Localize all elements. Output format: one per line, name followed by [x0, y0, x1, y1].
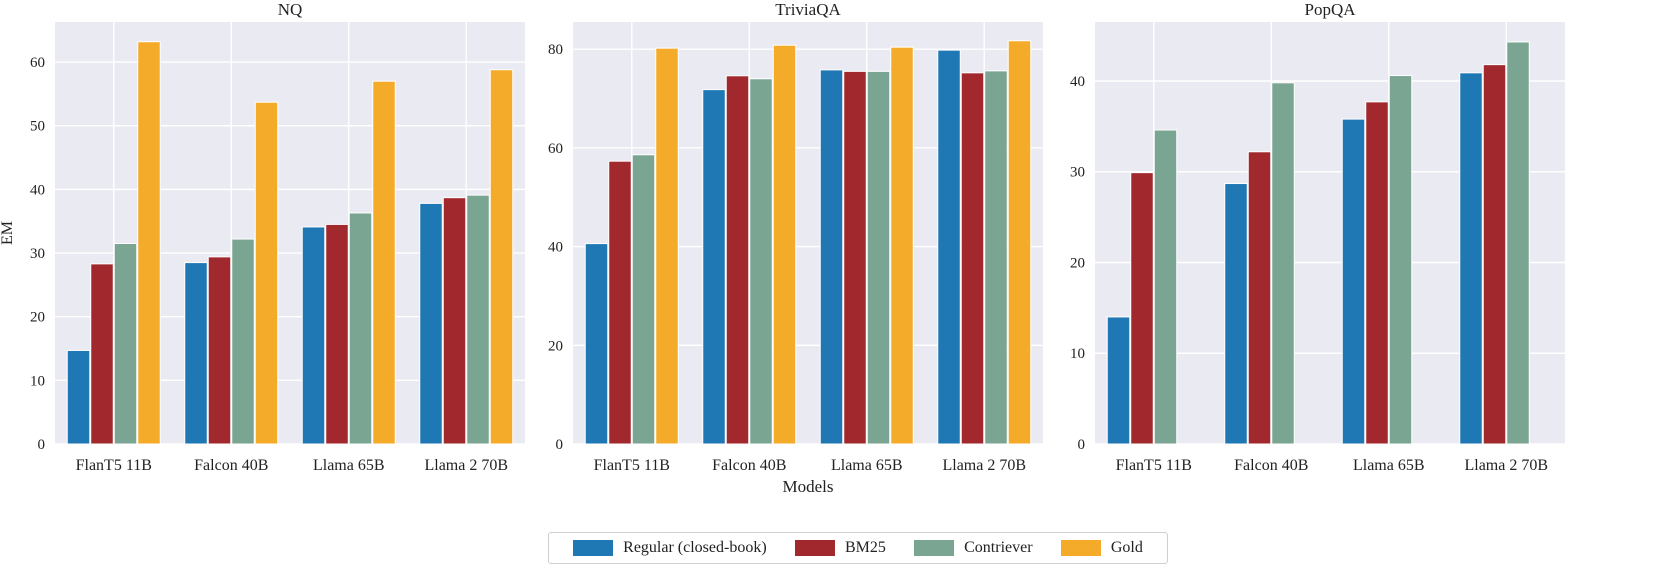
- triviaqa-ytick-label: 80: [548, 42, 563, 58]
- triviaqa-bar-gold-falcon-40b: [772, 44, 797, 445]
- nq-xtick-label: Llama 2 70B: [424, 457, 508, 474]
- triviaqa-ytick-label: 20: [548, 338, 563, 354]
- nq-title: NQ: [278, 0, 303, 19]
- nq-ytick-label: 0: [38, 437, 46, 453]
- popqa-bar-bm25-llama-65b: [1365, 101, 1389, 445]
- nq-bar-regular-closed-book-llama-65b: [301, 226, 326, 445]
- popqa-title: PopQA: [1304, 0, 1356, 19]
- nq-bar-bm25-llama-2-70b: [442, 197, 467, 445]
- popqa-ytick-label: 40: [1070, 74, 1085, 90]
- nq-bar-contriever-llama-65b: [348, 212, 373, 445]
- nq-bar-regular-closed-book-flant5-11b: [66, 349, 91, 445]
- triviaqa-bar-bm25-llama-65b: [843, 70, 867, 445]
- legend-swatch-gold: [1060, 540, 1101, 556]
- triviaqa-bar-regular-closed-book-llama-65b: [819, 69, 844, 445]
- triviaqa-bar-contriever-falcon-40b: [749, 78, 773, 445]
- popqa-xtick-label: Llama 65B: [1353, 457, 1425, 474]
- triviaqa-bar-regular-closed-book-falcon-40b: [702, 89, 726, 445]
- popqa-bar-bm25-falcon-40b: [1247, 151, 1272, 445]
- popqa-bar-contriever-llama-2-70b: [1506, 41, 1530, 445]
- triviaqa-bar-gold-llama-65b: [890, 46, 914, 445]
- triviaqa-xtick-label: Falcon 40B: [712, 457, 786, 474]
- triviaqa-bar-bm25-flant5-11b: [608, 160, 632, 445]
- legend-item-bm25: BM25: [794, 539, 886, 557]
- triviaqa-bar-bm25-falcon-40b: [725, 75, 750, 445]
- popqa-ytick-label: 0: [1078, 437, 1086, 453]
- legend-label-contriever: Contriever: [964, 539, 1033, 556]
- triviaqa-xlabel: Models: [783, 477, 834, 496]
- legend-label-gold: Gold: [1110, 539, 1143, 556]
- nq-bar-gold-llama-65b: [372, 80, 396, 445]
- triviaqa-bar-contriever-flant5-11b: [631, 154, 656, 445]
- triviaqa-ytick-label: 60: [548, 141, 563, 157]
- popqa-bar-contriever-llama-65b: [1388, 75, 1413, 445]
- popqa-bar-contriever-flant5-11b: [1153, 129, 1178, 445]
- legend-item-gold: Gold: [1060, 539, 1143, 557]
- nq-ytick-label: 40: [30, 182, 45, 198]
- popqa-bar-regular-closed-book-llama-65b: [1341, 118, 1366, 445]
- nq-xtick-label: Llama 65B: [313, 457, 385, 474]
- nq-ytick-label: 60: [30, 55, 45, 71]
- nq-xtick-label: FlanT5 11B: [76, 457, 152, 474]
- popqa-bar-contriever-falcon-40b: [1271, 82, 1295, 445]
- triviaqa-bar-bm25-llama-2-70b: [960, 72, 985, 445]
- nq-ytick-label: 20: [30, 310, 45, 326]
- nq-bar-bm25-llama-65b: [325, 223, 349, 445]
- triviaqa-bar-regular-closed-book-flant5-11b: [584, 243, 609, 445]
- legend: Regular (closed-book) BM25 Contriever Go…: [548, 532, 1168, 564]
- popqa-bar-bm25-llama-2-70b: [1482, 64, 1507, 445]
- legend-swatch-regular: [573, 540, 614, 556]
- legend-label-bm25: BM25: [844, 539, 886, 556]
- triviaqa-bar-contriever-llama-2-70b: [984, 70, 1008, 445]
- triviaqa-bar-contriever-llama-65b: [866, 70, 891, 445]
- nq-bar-contriever-falcon-40b: [231, 238, 255, 445]
- popqa-xtick-label: Falcon 40B: [1234, 457, 1308, 474]
- nq-bar-contriever-flant5-11b: [113, 243, 138, 445]
- popqa-xtick-label: Llama 2 70B: [1464, 457, 1548, 474]
- popqa-xtick-label: FlanT5 11B: [1116, 457, 1192, 474]
- nq-bar-gold-llama-2-70b: [489, 69, 514, 445]
- nq-bar-bm25-falcon-40b: [207, 256, 232, 445]
- popqa-ytick-label: 10: [1070, 346, 1085, 362]
- triviaqa-xtick-label: Llama 65B: [831, 457, 903, 474]
- triviaqa-xtick-label: FlanT5 11B: [594, 457, 670, 474]
- nq-xtick-label: Falcon 40B: [194, 457, 268, 474]
- nq-bar-regular-closed-book-falcon-40b: [184, 262, 208, 445]
- popqa-ytick-label: 30: [1070, 165, 1085, 181]
- nq-ytick-label: 10: [30, 373, 45, 389]
- nq-bar-regular-closed-book-llama-2-70b: [419, 202, 443, 445]
- nq-ylabel: EM: [0, 221, 16, 245]
- popqa-bar-bm25-flant5-11b: [1130, 172, 1154, 445]
- popqa-bar-regular-closed-book-flant5-11b: [1106, 316, 1131, 445]
- legend-item-contriever: Contriever: [914, 539, 1033, 557]
- triviaqa-ytick-label: 0: [556, 437, 564, 453]
- popqa-bar-regular-closed-book-falcon-40b: [1224, 183, 1248, 445]
- nq-bar-gold-flant5-11b: [137, 41, 161, 445]
- popqa-bar-regular-closed-book-llama-2-70b: [1459, 72, 1483, 445]
- legend-swatch-bm25: [794, 540, 835, 556]
- popqa-ytick-label: 20: [1070, 255, 1085, 271]
- nq-bar-bm25-flant5-11b: [90, 263, 114, 445]
- legend-swatch-contriever: [914, 540, 955, 556]
- nq-ytick-label: 30: [30, 246, 45, 262]
- triviaqa-ytick-label: 40: [548, 240, 563, 256]
- legend-item-regular: Regular (closed-book): [573, 539, 767, 557]
- triviaqa-xtick-label: Llama 2 70B: [942, 457, 1026, 474]
- legend-label-regular: Regular (closed-book): [623, 539, 767, 556]
- nq-bar-gold-falcon-40b: [254, 101, 279, 445]
- nq-bar-contriever-llama-2-70b: [466, 194, 490, 445]
- triviaqa-title: TriviaQA: [775, 0, 841, 19]
- triviaqa-bar-regular-closed-book-llama-2-70b: [937, 49, 961, 445]
- triviaqa-bar-gold-llama-2-70b: [1007, 40, 1032, 445]
- nq-ytick-label: 50: [30, 119, 45, 135]
- triviaqa-bar-gold-flant5-11b: [655, 47, 679, 445]
